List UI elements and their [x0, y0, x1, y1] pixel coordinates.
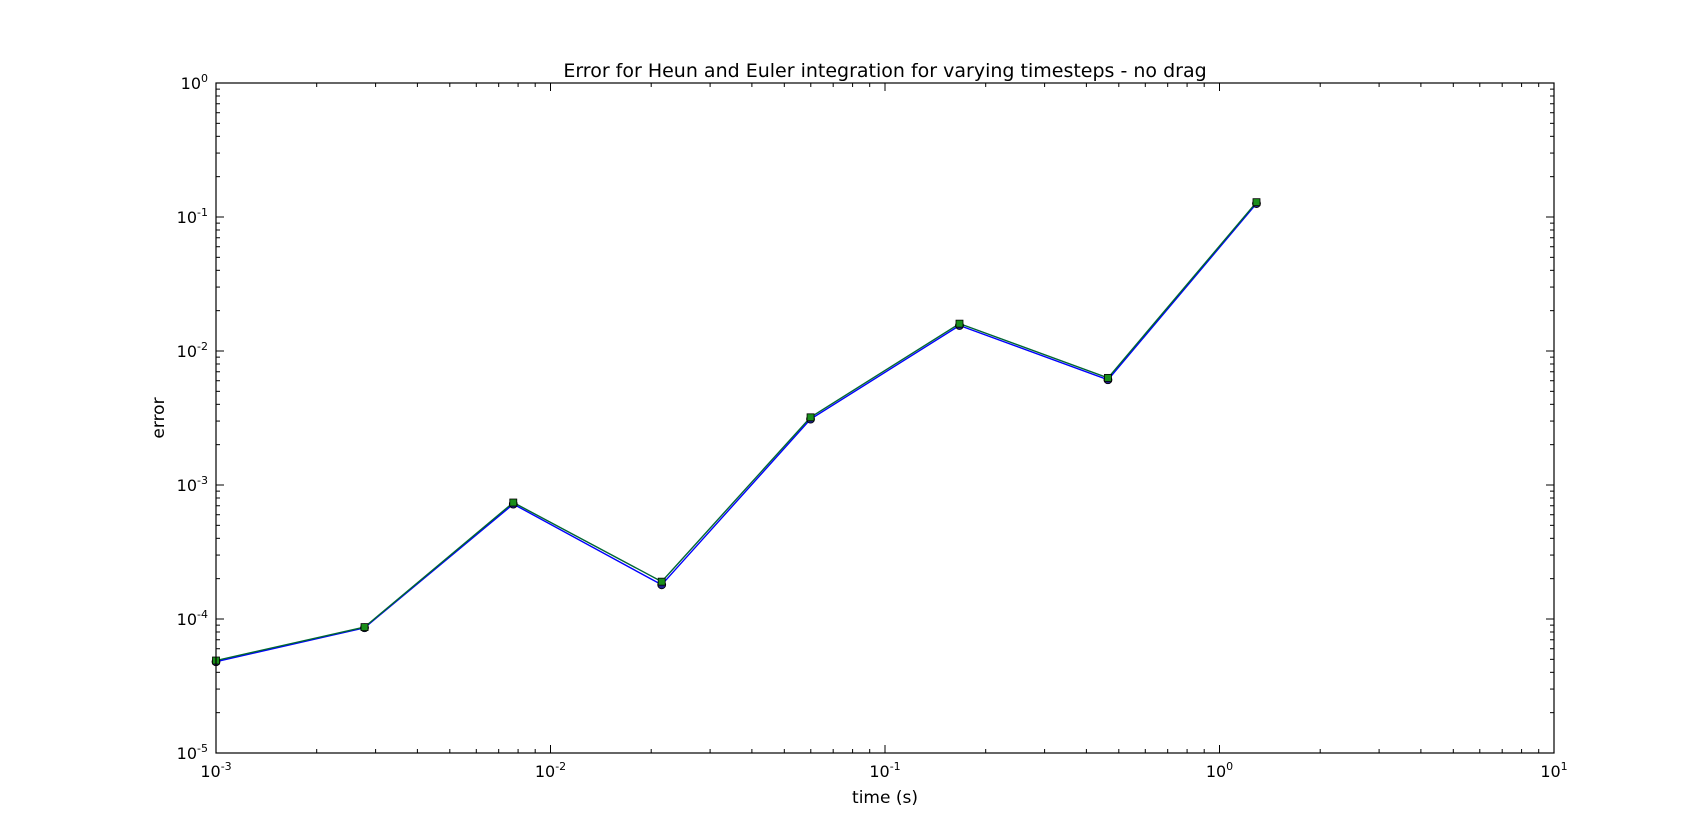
series-2-point — [1104, 373, 1112, 382]
y-tick-label: 10-5 — [177, 742, 208, 763]
series-2-point — [806, 413, 815, 422]
x-axis-label: time (s) — [852, 788, 918, 808]
series-2-point — [1252, 198, 1261, 207]
y-tick-label: 100 — [181, 72, 208, 93]
series-2-point — [509, 498, 518, 507]
y-tick-label: 10-1 — [177, 206, 208, 227]
y-tick-labels: 100 10-1 10-2 10-3 10-4 10-5 — [177, 72, 208, 763]
chart-title: Error for Heun and Euler integration for… — [563, 60, 1206, 82]
series-2-point — [657, 577, 666, 586]
series-2 — [215, 201, 1258, 662]
series-2-line — [215, 201, 1258, 662]
series-2-point — [955, 319, 964, 328]
y-axis-label: error — [149, 397, 169, 438]
minor-ticks — [216, 83, 1554, 753]
series-layer — [211, 198, 1261, 667]
plot-area — [216, 83, 1554, 753]
y-tick-label: 10-3 — [177, 474, 208, 495]
plot-frame — [215, 82, 1555, 754]
x-tick-label: 10-2 — [535, 760, 566, 781]
x-tick-label: 10-3 — [200, 760, 231, 781]
x-tick-label: 100 — [1206, 760, 1233, 781]
x-tick-labels: 10-3 10-2 10-1 100 101 — [200, 760, 1567, 781]
y-tick-label: 10-4 — [177, 608, 208, 629]
x-tick-label: 10-1 — [869, 760, 900, 781]
series-2-point — [360, 623, 369, 632]
x-tick-label: 101 — [1540, 760, 1567, 781]
y-tick-label: 10-2 — [177, 340, 208, 361]
